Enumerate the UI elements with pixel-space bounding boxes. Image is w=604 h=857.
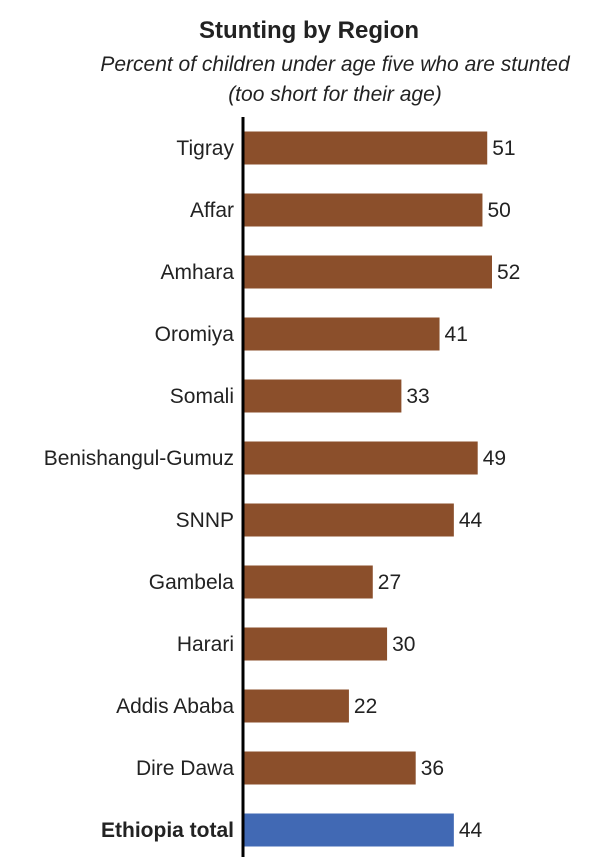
bar-oromiya [244,317,440,351]
bar-benishangul-gumuz [244,441,478,475]
value-label: 50 [487,199,510,222]
bar-harari [244,627,388,661]
value-label: 44 [459,509,483,532]
value-label: 52 [497,261,520,284]
category-label: Somali [170,385,234,408]
category-label: Ethiopia total [101,819,234,842]
category-label: Oromiya [155,323,235,346]
bar-amhara [244,255,492,289]
category-label: Amhara [160,261,234,284]
bar-affar [244,193,483,227]
bar-snnp [244,503,454,537]
bar-somali [244,379,402,413]
value-label: 22 [354,695,377,718]
bar-tigray [244,131,488,165]
category-label: Gambela [149,571,235,594]
value-label: 27 [378,571,401,594]
bar-addis-ababa [244,689,349,723]
category-label: Harari [177,633,234,656]
category-label: Affar [190,199,234,222]
bar-ethiopia-total [244,813,454,847]
value-label: 33 [406,385,429,408]
chart-title: Stunting by Region [199,17,419,44]
bars-layer: Tigray 51 Affar 50 Amhara 52 Oromiya 41 Somali 33… [44,131,520,847]
value-label: 51 [492,137,515,160]
category-label: SNNP [176,509,234,532]
value-label: 36 [421,757,444,780]
chart-subtitle-line-2: (too short for their age) [228,83,442,106]
value-label: 41 [445,323,468,346]
category-label: Addis Ababa [116,695,234,718]
category-label: Tigray [176,137,234,160]
value-label: 44 [459,819,483,842]
bar-gambela [244,565,373,599]
value-label: 30 [392,633,415,656]
category-label: Dire Dawa [136,757,234,780]
bar-dire-dawa [244,751,416,785]
chart-subtitle-line-1: Percent of children under age five who a… [100,53,571,76]
value-label: 49 [483,447,506,470]
category-label: Benishangul-Gumuz [44,447,234,470]
